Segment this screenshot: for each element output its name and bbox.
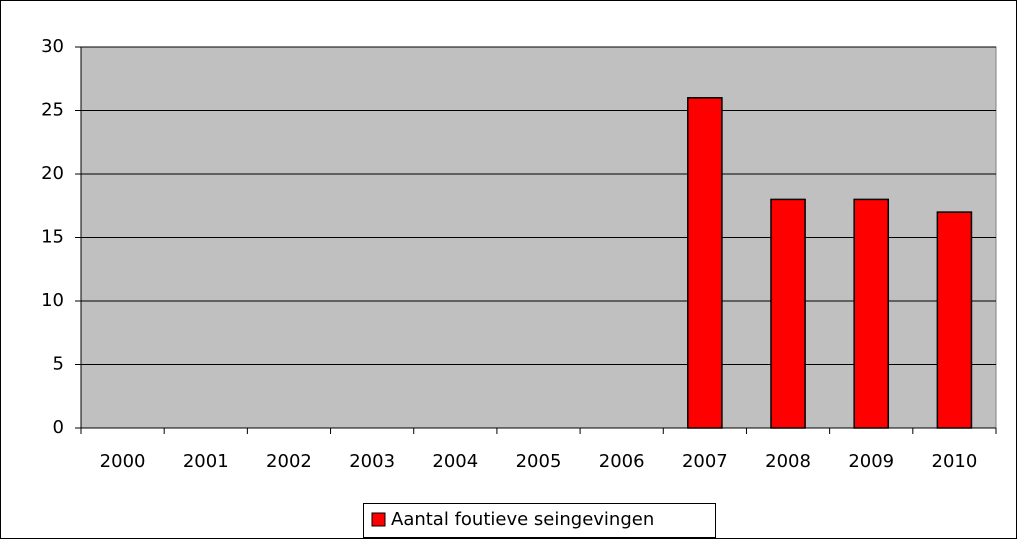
y-tick-label: 0	[53, 417, 64, 438]
legend-swatch	[371, 512, 386, 527]
y-tick-label: 10	[41, 290, 64, 311]
x-tick-label: 2004	[432, 451, 478, 472]
bar	[687, 97, 723, 429]
x-tick-label: 2007	[682, 451, 728, 472]
x-tick-label: 2010	[932, 451, 978, 472]
legend-label: Aantal foutieve seingevingen	[391, 509, 654, 530]
y-tick-label: 20	[41, 163, 64, 184]
x-tick-label: 2009	[848, 451, 894, 472]
x-tick-label: 2000	[100, 451, 146, 472]
x-tick-label: 2002	[266, 451, 312, 472]
x-tick-label: 2005	[516, 451, 562, 472]
bar	[936, 211, 973, 429]
x-tick-label: 2003	[349, 451, 395, 472]
y-tick-label: 5	[53, 354, 64, 375]
bar	[770, 198, 806, 429]
legend-box	[363, 503, 716, 538]
y-tick-label: 15	[41, 227, 64, 248]
y-tick-label: 30	[41, 36, 64, 57]
x-tick-label: 2001	[183, 451, 229, 472]
x-tick-label: 2006	[599, 451, 645, 472]
x-tick-label: 2008	[765, 451, 811, 472]
y-tick-label: 25	[41, 100, 64, 121]
bar	[853, 198, 890, 429]
